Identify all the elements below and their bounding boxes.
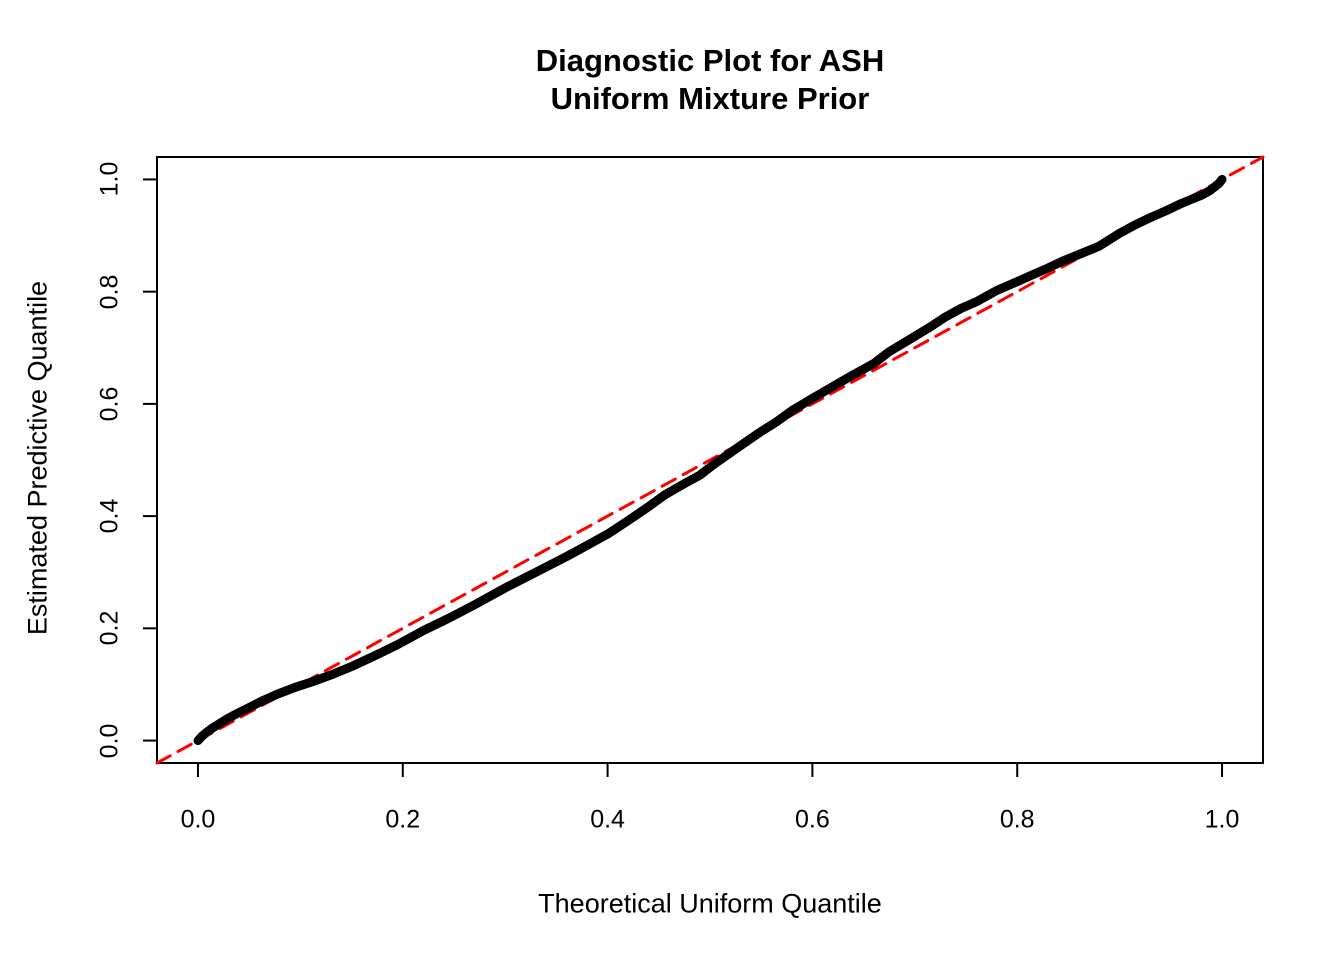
estimated-vs-theoretical-quantile-curve	[193, 174, 1227, 746]
identity-reference-line	[155, 155, 1265, 765]
x-tick-label: 0.2	[385, 805, 421, 834]
chart-title: Diagnostic Plot for ASH Uniform Mixture …	[536, 42, 884, 118]
y-tick-label: 0.8	[95, 274, 124, 310]
y-tick-label: 0.2	[95, 610, 124, 646]
x-tick-label: 0.4	[590, 805, 625, 834]
x-axis-label: Theoretical Uniform Quantile	[538, 888, 882, 919]
x-tick-label: 0.0	[180, 805, 216, 834]
y-axis-label: Estimated Predictive Quantile	[22, 280, 53, 636]
y-tick-label: 0.4	[95, 498, 124, 534]
y-tick-label: 0.6	[95, 386, 124, 422]
x-tick-label: 0.6	[795, 805, 830, 834]
x-tick-label: 0.8	[999, 805, 1035, 834]
chart-title-line1: Diagnostic Plot for ASH	[535, 43, 885, 78]
y-tick-label: 1.0	[95, 162, 124, 197]
x-tick-label: 1.0	[1204, 805, 1240, 834]
plot-box	[156, 156, 1264, 764]
y-tick-label: 0.0	[95, 723, 124, 758]
chart-title-line2: Uniform Mixture Prior	[550, 81, 870, 116]
